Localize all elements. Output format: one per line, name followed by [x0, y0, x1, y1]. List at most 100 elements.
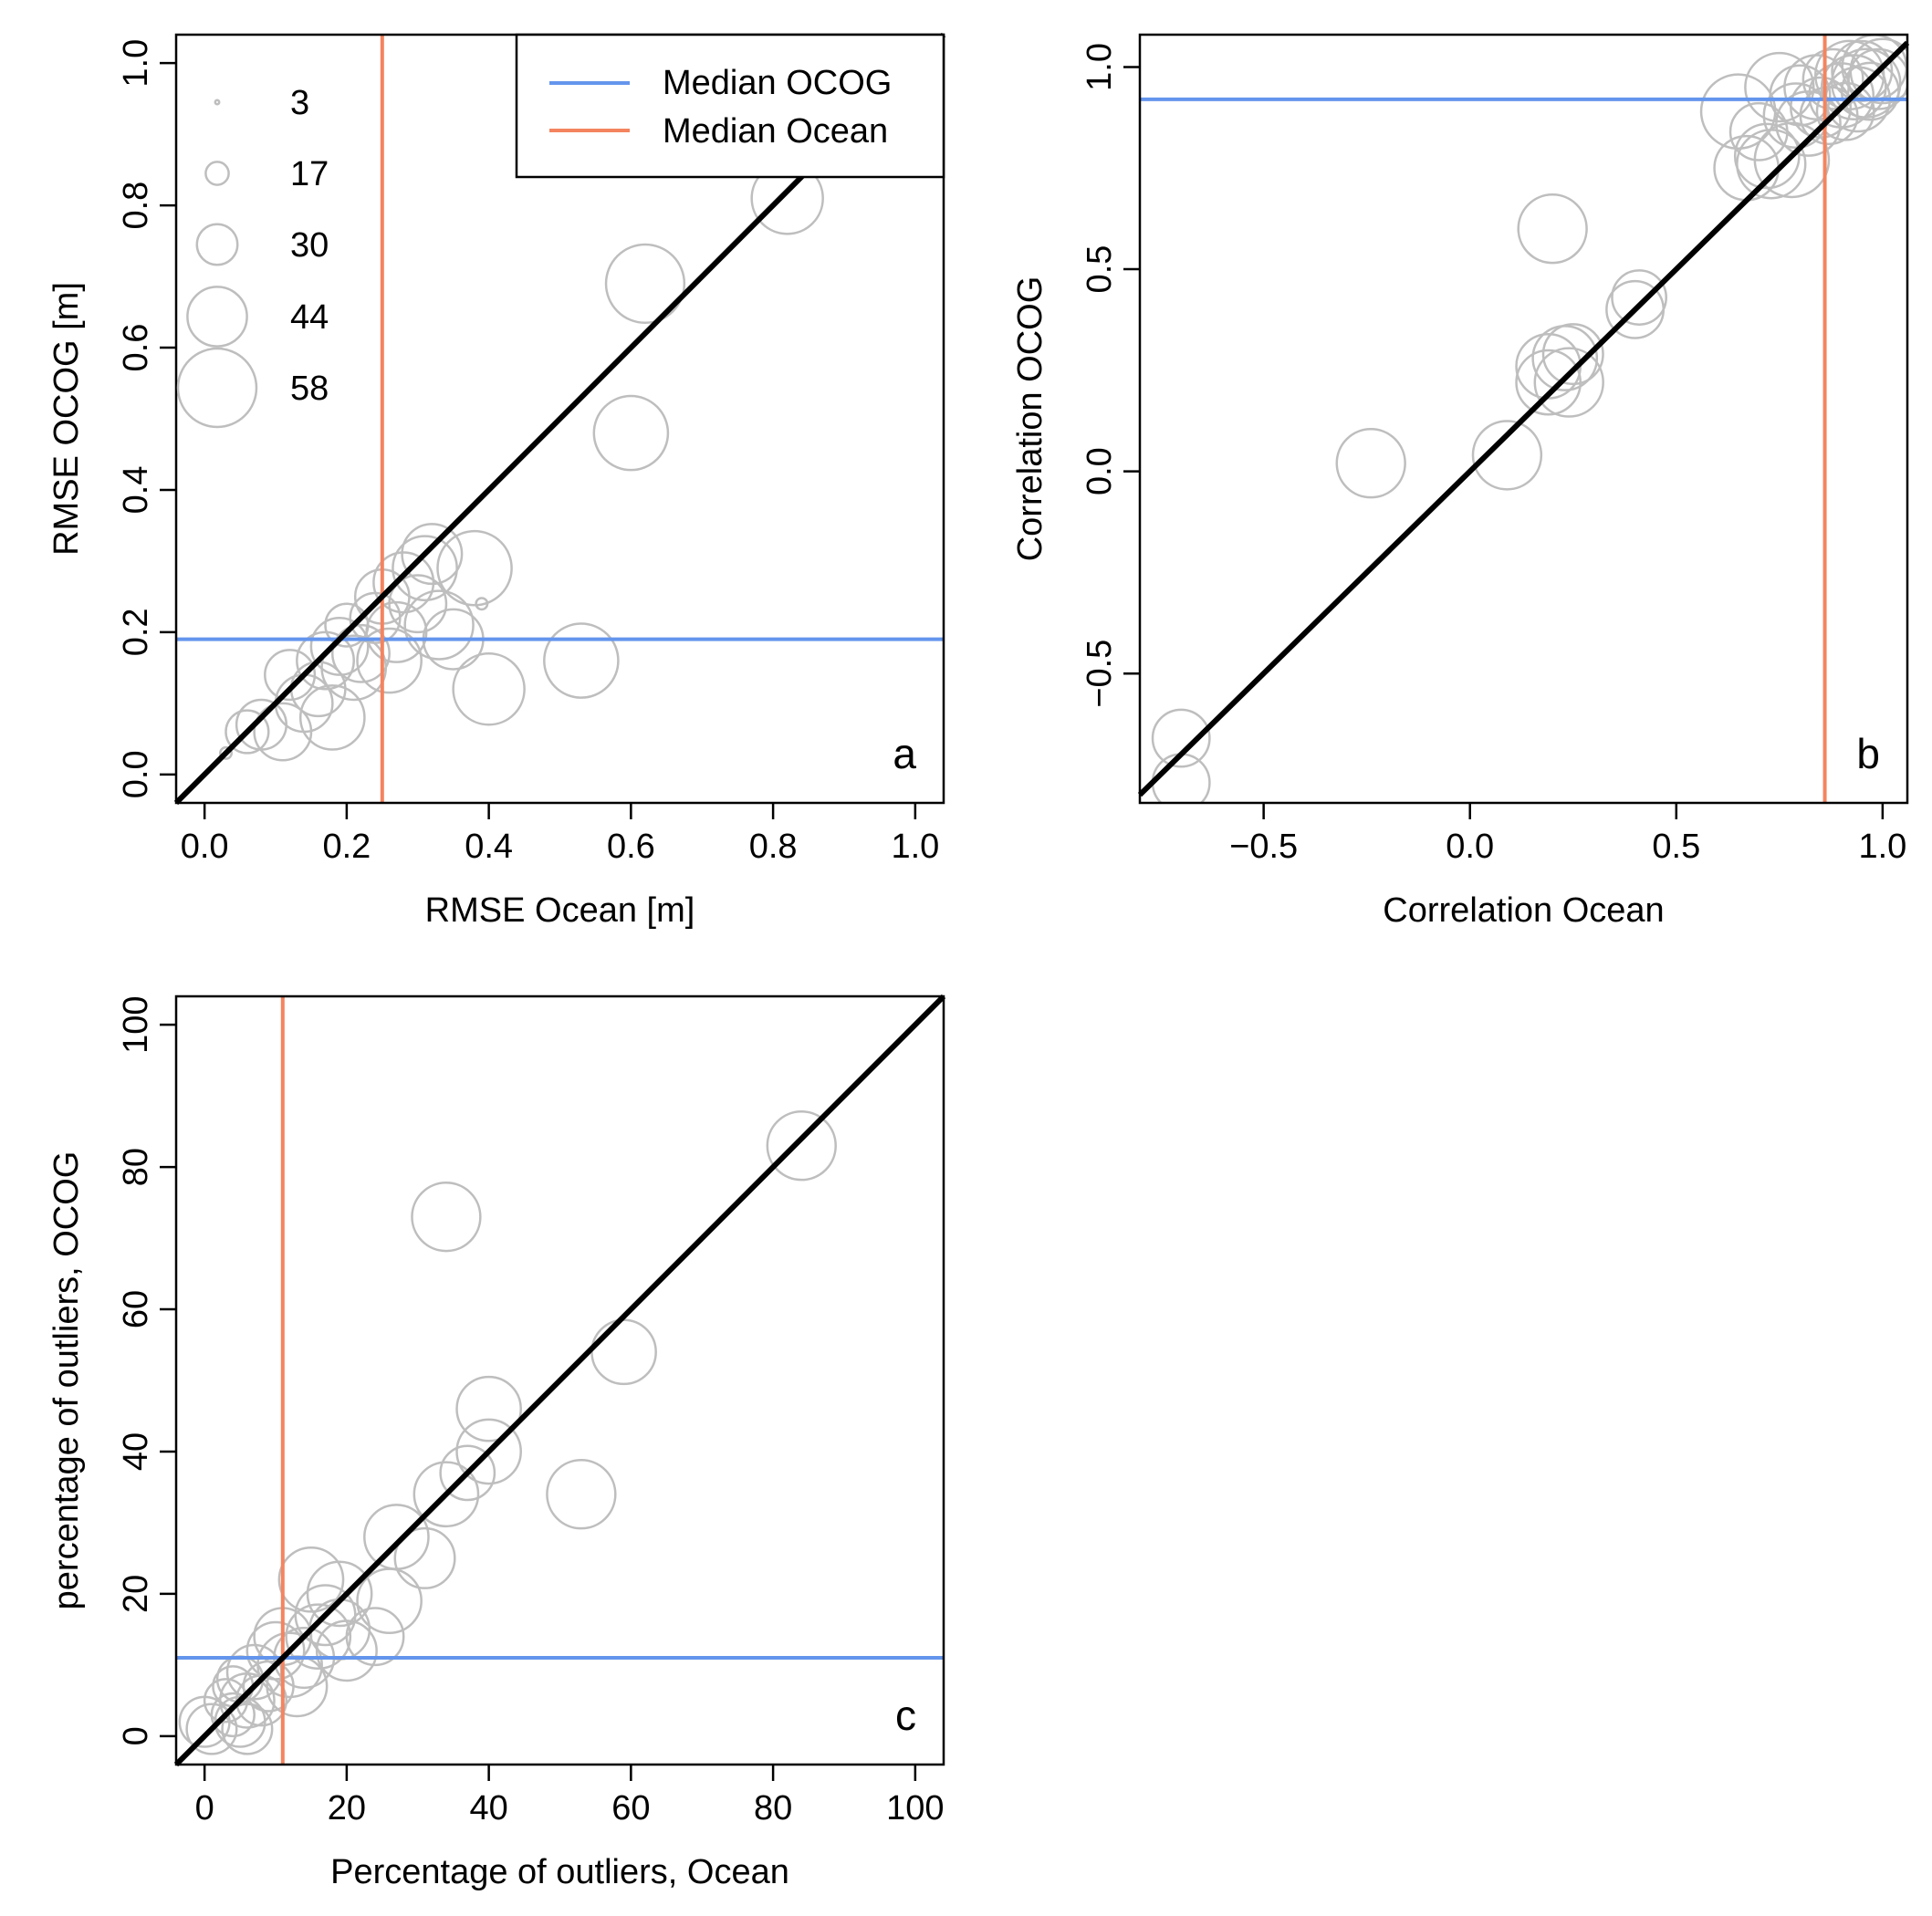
panel-c-y-axis: 0 20 40 60 80 100	[117, 995, 176, 1745]
panel-c-point	[315, 1619, 378, 1682]
panel-c-point	[308, 1598, 371, 1661]
panel-c-point	[393, 1526, 456, 1589]
panel-b-point	[1471, 420, 1543, 491]
panel-a-x-axis: 0.0 0.2 0.4 0.6 0.8 1.0	[181, 803, 939, 866]
panel-b-point	[1611, 269, 1667, 326]
panel-a: 0.0 0.2 0.4 0.6 0.8 1.0 0.0 0.2 0.4 0.6 0.8 1.0 RM…	[47, 32, 946, 930]
panel-b-y-axis: −0.5 0.0 0.5 1.0	[1081, 43, 1140, 708]
panel-a-point	[436, 529, 513, 607]
panel-b-point	[1541, 323, 1604, 386]
size-legend-symbol	[204, 161, 230, 186]
panel-b-point	[1840, 61, 1900, 121]
panel-c-point	[285, 1603, 352, 1671]
panel-b-point	[1744, 51, 1815, 123]
panel-c-point	[413, 1461, 480, 1528]
panel-c-point	[455, 1375, 522, 1442]
panel-b-identity-line	[1137, 40, 1910, 797]
panel-a-y-tick-label: 0.0	[117, 750, 155, 798]
panel-a-point	[388, 574, 448, 634]
panel-a-point	[356, 627, 423, 694]
panel-b-frame	[1138, 33, 1909, 805]
panel-c-point	[221, 1703, 274, 1755]
panel-c-point	[225, 1643, 283, 1701]
panel-b-point	[1801, 47, 1864, 110]
panel-c-y-tick-label: 0	[117, 1726, 155, 1745]
panel-c: 0 20 40 60 80 100 0 20 40 60 80 100 Percentage of …	[47, 994, 946, 1891]
panel-b-point	[1517, 193, 1588, 265]
panel-b-y-tick-label: 0.5	[1081, 245, 1119, 294]
panel-a-point	[225, 709, 270, 755]
panel-c-point	[210, 1692, 256, 1738]
panel-a-point	[401, 523, 464, 586]
panel-a-point	[219, 745, 233, 760]
size-legend-label: 3	[290, 84, 309, 122]
panel-a-x-tick-label: 0.8	[749, 828, 798, 866]
panel-b-letter: b	[1856, 730, 1880, 777]
panel-c-y-tick-label: 20	[117, 1575, 155, 1613]
panel-c-point	[363, 1504, 430, 1570]
panel-c-x-tick-label: 40	[469, 1789, 507, 1827]
panel-c-point	[277, 1546, 345, 1613]
panel-b-x-tick-label: 1.0	[1858, 828, 1906, 866]
panel-b-point	[1790, 76, 1853, 139]
panel-a-x-tick-label: 0.0	[181, 828, 229, 866]
panel-b-point	[1335, 428, 1406, 499]
panel-c-x-label: Percentage of outliers, Ocean	[330, 1853, 789, 1891]
panel-a-point	[298, 684, 366, 751]
panel-a-point	[452, 652, 526, 726]
panel-a-y-tick-label: 0.8	[117, 182, 155, 230]
size-legend-label: 30	[290, 226, 329, 265]
size-legend-label: 44	[290, 298, 329, 337]
panel-c-x-tick-label: 80	[754, 1789, 792, 1827]
panel-b-point	[1769, 64, 1832, 127]
panel-c-point	[185, 1703, 238, 1755]
panel-b-point	[1831, 47, 1902, 119]
panel-a-point	[264, 649, 317, 702]
panel-b-y-tick-label: 0.0	[1081, 447, 1119, 495]
panel-b-x-tick-label: 0.5	[1652, 828, 1700, 866]
legend-median-ocog-label: Median OCOG	[663, 64, 892, 102]
size-legend-symbol	[176, 347, 258, 429]
panel-b-point	[1849, 37, 1907, 105]
panel-c-point	[245, 1620, 306, 1681]
panel-a-point	[403, 589, 475, 661]
panel-c-y-tick-label: 40	[117, 1432, 155, 1471]
panel-c-y-tick-label: 80	[117, 1148, 155, 1186]
line-legend: Median OCOG Median Ocean	[515, 33, 945, 179]
panel-b-point	[1713, 134, 1781, 202]
panel-a-point	[365, 600, 428, 663]
panel-c-point	[590, 1318, 657, 1386]
panel-b-points	[1151, 35, 1907, 803]
panel-c-point	[411, 1181, 482, 1253]
panel-c-y-label: percentage of outliers, OCOG	[47, 1151, 86, 1610]
panel-a-point	[235, 698, 287, 751]
panel-b-point	[1533, 347, 1604, 418]
panel-b: −0.5 0.0 0.5 1.0 −0.5 0.0 0.5 1.0 Correlation …	[1011, 33, 1910, 930]
panel-a-point	[604, 243, 686, 325]
panel-b-point	[1847, 47, 1907, 110]
panel-a-y-axis: 0.0 0.2 0.4 0.6 0.8 1.0	[117, 39, 176, 798]
size-legend: 3 17 30 44 58	[176, 84, 329, 429]
panel-b-x-tick-label: −0.5	[1229, 828, 1298, 866]
panel-a-y-tick-label: 0.6	[117, 324, 155, 372]
panel-c-point	[345, 1607, 405, 1667]
panel-c-x-tick-label: 0	[195, 1789, 214, 1827]
panel-a-x-label: RMSE Ocean [m]	[425, 891, 695, 930]
panel-a-x-tick-label: 0.4	[465, 828, 513, 866]
panel-c-point	[256, 1631, 323, 1699]
panel-c-frame	[174, 994, 945, 1766]
panel-a-x-tick-label: 0.2	[322, 828, 371, 866]
size-legend-label: 17	[290, 155, 329, 193]
legend-median-ocean-label: Median Ocean	[663, 112, 888, 151]
panel-c-letter: c	[895, 1692, 916, 1739]
panel-b-x-label: Correlation Ocean	[1383, 891, 1664, 930]
panel-c-identity-line	[173, 994, 946, 1767]
panel-b-x-tick-label: 0.0	[1446, 828, 1494, 866]
panel-c-point	[766, 1110, 837, 1182]
panel-c-y-tick-label: 60	[117, 1290, 155, 1328]
panel-c-y-tick-label: 100	[117, 995, 155, 1053]
panel-c-x-tick-label: 100	[886, 1789, 944, 1827]
panel-c-x-tick-label: 20	[328, 1789, 366, 1827]
panel-b-y-tick-label: 1.0	[1081, 43, 1119, 91]
panel-a-x-tick-label: 1.0	[891, 828, 939, 866]
